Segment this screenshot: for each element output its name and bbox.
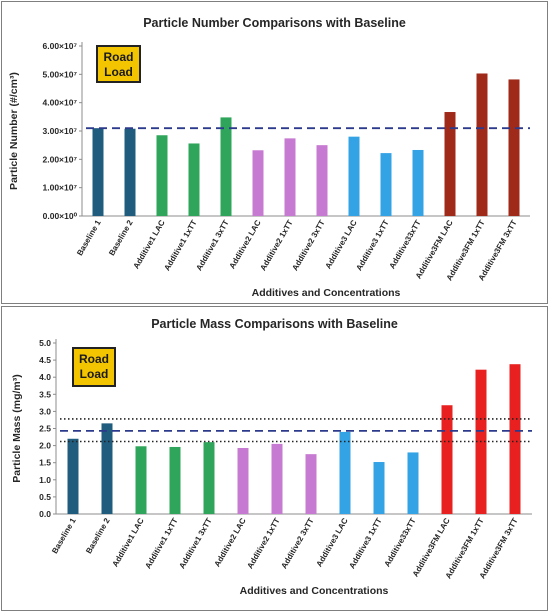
- pn-y-tick-label: 6.00×10⁷: [43, 41, 78, 51]
- pm-bar: [135, 446, 147, 514]
- pm-badge-box: [72, 347, 116, 387]
- pm-category-label: Additive33xTT: [383, 516, 418, 568]
- pn-y-axis-label: Particle Number (#/cm³): [8, 72, 20, 190]
- pm-y-axis-label: Particle Mass (mg/m³): [11, 374, 23, 483]
- pn-y-tick-label: 2.00×10⁷: [43, 154, 78, 164]
- pn-bar: [188, 143, 200, 216]
- pn-bar: [444, 112, 456, 216]
- pm-badge-line1: Road: [79, 352, 109, 366]
- pn-bar: [412, 149, 424, 216]
- pm-bar: [237, 447, 249, 514]
- pm-y-tick-label: 1.0: [39, 475, 51, 485]
- pm-badge-line2: Load: [80, 367, 109, 381]
- particle-mass-chart-panel: Particle Mass Comparisons with Baseline 0…: [1, 306, 548, 611]
- pm-category-label: Additive3FM LAC: [411, 516, 452, 578]
- pm-y-tick-label: 3.0: [39, 406, 51, 416]
- pn-category-label: Additive1 LAC: [132, 218, 167, 270]
- pm-category-label: Additive1 LAC: [111, 516, 146, 568]
- pm-x-axis-label: Additives and Concentrations: [240, 585, 389, 597]
- pm-chart-title: Particle Mass Comparisons with Baseline: [151, 317, 398, 331]
- pm-bar: [407, 452, 419, 514]
- pm-bar: [169, 446, 181, 514]
- pn-badge-line1: Road: [104, 50, 134, 64]
- pm-category-label: Additive3FM 1xTT: [444, 516, 486, 580]
- pm-bar: [509, 364, 521, 514]
- pm-category-label: Baseline 1: [50, 516, 78, 555]
- pm-bar: [67, 438, 79, 514]
- pm-y-tick-label: 4.5: [39, 355, 51, 365]
- pn-category-label: Baseline 1: [75, 218, 103, 257]
- pm-y-tick-label: 5.0: [39, 338, 51, 348]
- particle-mass-chart: Particle Mass Comparisons with Baseline 0…: [11, 317, 532, 597]
- pn-bar: [316, 145, 328, 216]
- pm-category-label: Additive3 1xTT: [347, 516, 383, 570]
- pn-x-axis-label: Additives and Concentrations: [252, 287, 401, 299]
- pm-bar: [203, 442, 215, 514]
- pn-category-label: Additive2 LAC: [228, 218, 263, 270]
- pn-y-tick-label: 5.00×10⁷: [43, 69, 78, 79]
- pn-category-label: Additive33xTT: [388, 218, 423, 270]
- pm-category-label: Additive3 LAC: [315, 516, 350, 568]
- pm-y-tick-label: 3.5: [39, 389, 51, 399]
- pn-category-label: Additive2 1xTT: [258, 218, 294, 272]
- pn-y-tick-label: 0.00×10⁰: [43, 211, 78, 221]
- pn-bar: [348, 136, 360, 216]
- pm-bar: [441, 405, 453, 514]
- pm-category-label: Baseline 2: [84, 516, 112, 555]
- pn-category-label: Additive3 1xTT: [354, 218, 390, 272]
- pn-bar: [156, 135, 168, 216]
- pm-y-tick-label: 1.5: [39, 458, 51, 468]
- pm-category-label: Additive2 3xTT: [279, 516, 315, 570]
- pm-y-tick-label: 0.0: [39, 509, 51, 519]
- pm-bar: [305, 454, 317, 514]
- pn-bar: [476, 73, 488, 216]
- pm-category-label: Additive2 1xTT: [245, 516, 281, 570]
- pn-badge-line2: Load: [104, 65, 133, 79]
- pm-category-label: Additive1 1xTT: [143, 516, 179, 570]
- pn-bar: [220, 117, 232, 216]
- pm-category-label: Additive1 3xTT: [177, 516, 213, 570]
- pm-bar: [101, 423, 113, 514]
- pn-chart-title: Particle Number Comparisons with Baselin…: [143, 16, 406, 30]
- pn-bar: [92, 128, 104, 216]
- particle-number-chart: Particle Number Comparisons with Baselin…: [8, 16, 530, 299]
- pm-y-tick-label: 0.5: [39, 492, 51, 502]
- particle-number-chart-panel: Particle Number Comparisons with Baselin…: [1, 1, 548, 304]
- pm-category-label: Additive2 LAC: [213, 516, 248, 568]
- pm-bar: [271, 443, 283, 514]
- pn-category-label: Additive1 3xTT: [194, 218, 230, 272]
- pn-bar: [252, 150, 264, 216]
- pn-badge-box: [96, 45, 141, 83]
- pn-category-label: Baseline 2: [107, 218, 135, 257]
- pm-bar: [339, 431, 351, 514]
- pm-bar: [373, 462, 385, 514]
- pm-y-tick-label: 2.0: [39, 441, 51, 451]
- pn-bar: [284, 138, 296, 216]
- pn-y-tick-label: 3.00×10⁷: [43, 126, 78, 136]
- pm-y-tick-label: 2.5: [39, 424, 51, 434]
- pn-category-label: Additive1 1xTT: [162, 218, 198, 272]
- pn-category-label: Additive2 3xTT: [290, 218, 326, 272]
- pn-category-label: Additive3 LAC: [324, 218, 359, 270]
- pm-category-label: Additive3FM 3xTT: [478, 516, 520, 580]
- pn-bar: [380, 153, 392, 216]
- pn-y-tick-label: 4.00×10⁷: [43, 98, 78, 108]
- pn-bar: [508, 79, 520, 216]
- pn-y-tick-label: 1.00×10⁷: [43, 183, 78, 193]
- pn-bar: [124, 128, 136, 216]
- pm-y-tick-label: 4.0: [39, 372, 51, 382]
